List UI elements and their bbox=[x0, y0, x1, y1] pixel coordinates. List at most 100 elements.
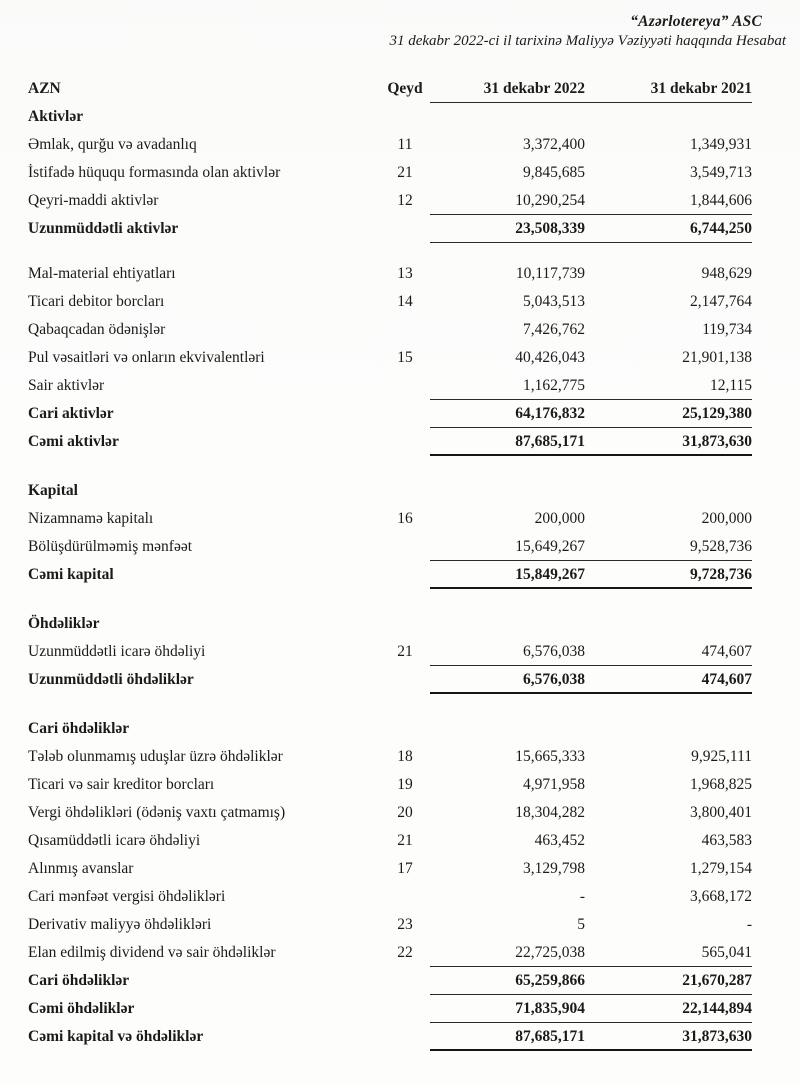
row-note-number: 18 bbox=[397, 748, 413, 765]
row-value-2021: 9,728,736 bbox=[585, 561, 752, 589]
row-note-number bbox=[380, 477, 430, 505]
row-value-2022: 23,508,339 bbox=[430, 215, 585, 243]
row-note-number: 14 bbox=[397, 293, 413, 310]
row-value-2021: 31,873,630 bbox=[585, 1023, 752, 1051]
row-note-number bbox=[380, 610, 430, 638]
row-note-number bbox=[380, 715, 430, 743]
item-row: Ticari və sair kreditor borcları 19 4,971,… bbox=[28, 771, 752, 799]
row-label: Cari öhdəliklər bbox=[28, 720, 130, 737]
row-note-number bbox=[380, 316, 430, 344]
report-title: 31 dekabr 2022-ci il tarixinə Maliyyə Və… bbox=[389, 33, 786, 49]
item-row: Əmlak, qurğu və avadanlıq 11 3,372,400 1,34… bbox=[28, 131, 752, 159]
row-value-2021: 9,925,111 bbox=[691, 748, 752, 765]
row-value-2021: 565,041 bbox=[585, 939, 752, 967]
row-label: Cari mənfəət vergisi öhdəlikləri bbox=[28, 888, 226, 905]
column-header-currency: AZN bbox=[28, 80, 61, 97]
item-row: İstifadə hüququ formasında olan aktivlər… bbox=[28, 159, 752, 187]
row-label: Tələb olunmamış uduşlar üzrə öhdəliklər bbox=[28, 748, 283, 765]
row-value-2021: 474,607 bbox=[585, 638, 752, 666]
row-note-number: 23 bbox=[397, 916, 413, 933]
row-value-2021 bbox=[585, 477, 752, 505]
balance-sheet-table: AZN Qeyd 31 dekabr 2022 31 dekabr 2021 A… bbox=[28, 75, 752, 1051]
row-value-2022: - bbox=[579, 888, 585, 905]
total-row: Cari aktivlər 64,176,832 25,129,380 bbox=[28, 400, 752, 428]
row-value-2022 bbox=[430, 103, 585, 131]
item-row: Pul vəsaitləri və onların ekvivalentləri… bbox=[28, 344, 752, 372]
row-note-number bbox=[380, 995, 430, 1023]
total-row: Cari öhdəliklər 65,259,866 21,670,287 bbox=[28, 967, 752, 995]
total-row: Uzunmüddətli öhdəliklər 6,576,038 474,607 bbox=[28, 666, 752, 694]
item-row: Qısamüddətli icarə öhdəliyi 21 463,452 463,… bbox=[28, 827, 752, 855]
row-label: Vergi öhdəlikləri (ödəniş vaxtı çatmamış… bbox=[28, 804, 286, 821]
row-label: Kapital bbox=[28, 482, 78, 499]
row-label: Bölüşdürülməmiş mənfəət bbox=[28, 538, 193, 555]
row-value-2022: 22,725,038 bbox=[430, 939, 585, 967]
row-value-2022 bbox=[430, 715, 585, 743]
item-row: Bölüşdürülməmiş mənfəət 15,649,267 9,528,7… bbox=[28, 533, 752, 561]
total-row: Uzunmüddətli aktivlər 23,508,339 6,744,250 bbox=[28, 215, 752, 243]
row-label: Uzunmüddətli aktivlər bbox=[28, 220, 179, 237]
row-note-number bbox=[380, 400, 430, 428]
item-row: Nizamnamə kapitalı 16 200,000 200,000 bbox=[28, 505, 752, 533]
section-header-row: Öhdəliklər bbox=[28, 610, 752, 638]
row-note-number bbox=[380, 372, 430, 400]
row-label: Cəmi aktivlər bbox=[28, 433, 119, 450]
row-value-2021 bbox=[585, 715, 752, 743]
row-label: Cari aktivlər bbox=[28, 405, 114, 422]
row-value-2021: 9,528,736 bbox=[585, 533, 752, 561]
item-row: Qeyri-maddi aktivlər 12 10,290,254 1,844,60… bbox=[28, 187, 752, 215]
table-body: Aktivlər Əmlak, qurğu və avadanlıq 11 3,372… bbox=[28, 103, 752, 1051]
row-label: Uzunmüddətli icarə öhdəliyi bbox=[28, 643, 206, 660]
row-note-number bbox=[380, 215, 430, 243]
row-label: Öhdəliklər bbox=[28, 615, 100, 632]
row-value-2022: 10,117,739 bbox=[515, 265, 585, 282]
row-label: Ticari və sair kreditor borcları bbox=[28, 776, 215, 793]
row-label: Pul vəsaitləri və onların ekvivalentləri bbox=[28, 349, 265, 366]
total-row: Cəmi kapital və öhdəliklər 87,685,171 31,8… bbox=[28, 1023, 752, 1051]
row-value-2022: 5,043,513 bbox=[523, 293, 585, 310]
total-row: Cəmi aktivlər 87,685,171 31,873,630 bbox=[28, 428, 752, 456]
row-value-2021 bbox=[585, 610, 752, 638]
row-value-2021: 31,873,630 bbox=[585, 428, 752, 456]
section-header-row: Cari öhdəliklər bbox=[28, 715, 752, 743]
row-note-number bbox=[380, 666, 430, 694]
row-note-number: 21 bbox=[397, 164, 413, 181]
row-value-2021: 6,744,250 bbox=[585, 215, 752, 243]
item-row: Derivativ maliyyə öhdəlikləri 23 5 - bbox=[28, 911, 752, 939]
row-value-2021: 1,968,825 bbox=[690, 776, 752, 793]
row-value-2021: 1,844,606 bbox=[585, 187, 752, 215]
row-note-number: 11 bbox=[397, 136, 413, 153]
row-value-2022: 15,849,267 bbox=[430, 561, 585, 589]
row-value-2022: 15,665,333 bbox=[515, 748, 585, 765]
row-value-2021: 1,349,931 bbox=[690, 136, 752, 153]
company-name: “Azərlotereya” ASC bbox=[630, 13, 762, 30]
row-value-2021: 21,901,138 bbox=[682, 349, 752, 366]
row-value-2022: 87,685,171 bbox=[430, 428, 585, 456]
row-value-2021: 3,800,401 bbox=[690, 804, 752, 821]
row-value-2021: 21,670,287 bbox=[585, 967, 752, 995]
total-row: Cəmi kapital 15,849,267 9,728,736 bbox=[28, 561, 752, 589]
row-label: Cəmi kapital və öhdəliklər bbox=[28, 1028, 204, 1045]
row-note-number: 16 bbox=[397, 510, 413, 527]
row-label: Aktivlər bbox=[28, 108, 84, 125]
row-value-2022: 3,129,798 bbox=[523, 860, 585, 877]
table-header-row: AZN Qeyd 31 dekabr 2022 31 dekabr 2021 bbox=[28, 75, 752, 103]
row-value-2021: 1,279,154 bbox=[690, 860, 752, 877]
row-value-2022: 10,290,254 bbox=[430, 187, 585, 215]
row-label: Elan edilmiş dividend və sair öhdəliklər bbox=[28, 944, 276, 961]
row-label: Mal-material ehtiyatları bbox=[28, 265, 176, 282]
total-row: Cəmi öhdəliklər 71,835,904 22,144,894 bbox=[28, 995, 752, 1023]
row-value-2022: 9,845,685 bbox=[523, 164, 585, 181]
row-note-number: 17 bbox=[397, 860, 413, 877]
row-value-2022: 4,971,958 bbox=[523, 776, 585, 793]
row-value-2022: 64,176,832 bbox=[430, 400, 585, 428]
row-note-number: 19 bbox=[397, 776, 413, 793]
row-value-2022: 65,259,866 bbox=[430, 967, 585, 995]
row-label: Qısamüddətli icarə öhdəliyi bbox=[28, 832, 201, 849]
row-value-2022: 200,000 bbox=[534, 510, 585, 527]
row-label: Nizamnamə kapitalı bbox=[28, 510, 154, 527]
row-value-2022: 7,426,762 bbox=[523, 321, 585, 338]
row-label: Uzunmüddətli öhdəliklər bbox=[28, 671, 194, 688]
row-value-2021 bbox=[585, 103, 752, 131]
item-row: Qabaqcadan ödənişlər 7,426,762 119,734 bbox=[28, 316, 752, 344]
